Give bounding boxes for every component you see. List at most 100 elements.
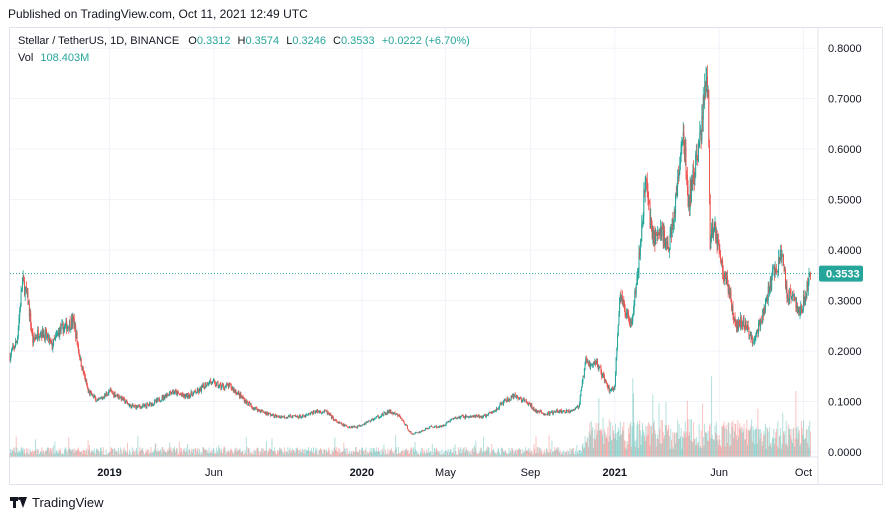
candle-body xyxy=(554,411,556,413)
candle-body xyxy=(250,404,252,407)
volume-bar xyxy=(603,429,605,457)
volume-bar xyxy=(644,435,646,457)
candle-body xyxy=(171,392,173,395)
volume-bar xyxy=(428,448,430,457)
volume-bar xyxy=(81,451,83,457)
candle-body xyxy=(164,396,166,399)
candle-body xyxy=(231,387,233,389)
candle-body xyxy=(668,249,670,252)
candle-body xyxy=(368,420,370,422)
volume-bar xyxy=(74,453,76,457)
candle-body xyxy=(602,373,604,376)
candle-body xyxy=(790,293,792,298)
candle-body xyxy=(146,403,148,408)
change-value: +0.0222 (+6.70%) xyxy=(381,35,470,47)
candle-body xyxy=(201,386,203,388)
candle-body xyxy=(721,260,723,262)
candle-body xyxy=(384,412,386,413)
candle-body xyxy=(180,394,182,396)
volume-bar xyxy=(57,452,59,457)
candle-body xyxy=(202,384,204,388)
volume-bar xyxy=(71,449,73,457)
tradingview-logo[interactable]: TradingView xyxy=(10,495,104,510)
candle-body xyxy=(417,432,419,434)
candle-body xyxy=(640,241,642,245)
volume-bar xyxy=(610,422,612,457)
volume-bar xyxy=(388,451,390,457)
volume-bar xyxy=(421,453,423,457)
candle-body xyxy=(75,333,77,338)
candle-body xyxy=(462,416,464,418)
candle-body xyxy=(97,398,99,401)
candle-body xyxy=(758,322,760,334)
volume-bar xyxy=(809,421,811,457)
volume-bar xyxy=(798,432,800,457)
candle-body xyxy=(501,402,503,404)
candle-body xyxy=(717,240,719,244)
candle-body xyxy=(564,410,566,413)
volume-bar xyxy=(458,447,460,457)
candle-body xyxy=(377,416,379,417)
candle-body xyxy=(461,415,463,417)
candle-body xyxy=(550,411,552,413)
candle-body xyxy=(792,294,794,297)
candle-body xyxy=(516,395,518,397)
x-tick-label: Sep xyxy=(521,467,541,479)
volume-bar xyxy=(764,423,766,457)
candle-body xyxy=(119,397,121,399)
volume-bar xyxy=(762,435,764,457)
volume-bar xyxy=(15,452,17,457)
candle-body xyxy=(489,412,491,414)
volume-bar xyxy=(791,443,793,457)
volume-bar xyxy=(86,454,88,457)
volume-bar xyxy=(781,443,783,457)
volume-bar xyxy=(733,438,735,457)
volume-bar xyxy=(384,449,386,457)
volume-bar xyxy=(223,448,225,457)
candle-body xyxy=(702,116,704,120)
volume-bar xyxy=(331,449,333,457)
candle-body xyxy=(352,426,354,428)
candle-body xyxy=(454,417,456,418)
volume-bar xyxy=(189,454,191,457)
candle-body xyxy=(509,399,511,401)
volume-bar xyxy=(286,452,288,457)
volume-bar xyxy=(598,398,600,457)
volume-bar xyxy=(606,438,608,457)
candle-body xyxy=(767,295,769,301)
candle-body xyxy=(629,322,631,324)
volume-bar xyxy=(487,446,489,457)
volume-bar xyxy=(91,450,93,457)
volume-bar xyxy=(795,390,797,457)
candle-body xyxy=(635,290,637,294)
volume-bar xyxy=(301,449,303,457)
volume-bar xyxy=(47,447,49,457)
volume-bar xyxy=(650,425,652,457)
volume-bar xyxy=(159,451,161,457)
candle-body xyxy=(186,393,188,398)
volume-bar xyxy=(138,452,140,457)
volume-bar xyxy=(236,451,238,457)
volume-bar xyxy=(799,445,801,457)
volume-bar xyxy=(547,452,549,457)
candle-body xyxy=(435,425,437,427)
candle-body xyxy=(95,401,97,402)
candle-body xyxy=(746,325,748,331)
candle-body xyxy=(798,307,800,311)
candle-body xyxy=(791,296,793,297)
volume-bar xyxy=(274,447,276,457)
candle-body xyxy=(54,337,56,340)
volume-bar xyxy=(176,447,178,457)
volume-bar xyxy=(426,452,428,457)
candle-body xyxy=(221,386,223,389)
volume-bar xyxy=(317,454,319,457)
candle-body xyxy=(496,408,498,411)
volume-bar xyxy=(17,453,19,457)
candle-body xyxy=(585,358,587,360)
candle-body xyxy=(336,421,338,423)
volume-bar xyxy=(715,421,717,457)
volume-bar xyxy=(142,448,144,457)
volume-bar xyxy=(310,448,312,457)
volume-bar xyxy=(769,444,771,457)
